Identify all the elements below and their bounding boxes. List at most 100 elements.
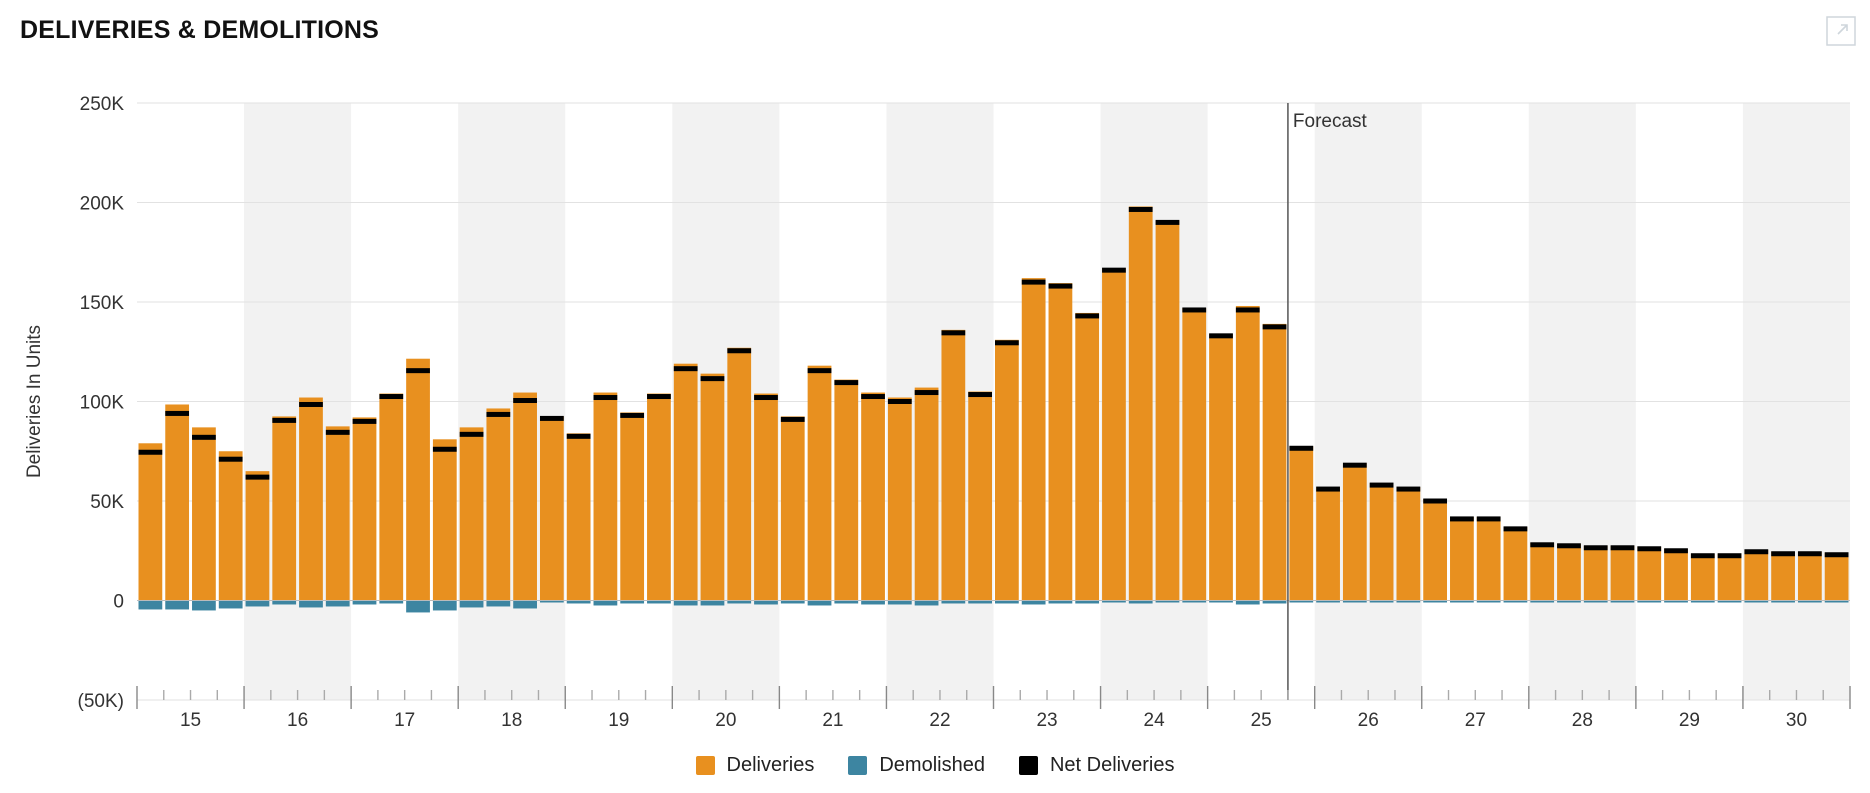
deliveries-bar: [1744, 549, 1769, 601]
demolished-bar: [1503, 600, 1528, 603]
demolished-bar: [1182, 600, 1207, 603]
deliveries-bar: [700, 373, 725, 601]
demolished-bar: [1717, 600, 1742, 603]
demolished-bar: [1797, 600, 1822, 603]
deliveries-bar: [566, 433, 591, 601]
net-deliveries-marker: [1289, 445, 1314, 451]
net-deliveries-marker: [1075, 313, 1100, 319]
deliveries-bar: [1235, 305, 1260, 601]
deliveries-bar: [1690, 553, 1715, 601]
deliveries-bar: [1048, 283, 1073, 601]
legend-item-deliveries[interactable]: Deliveries: [695, 754, 814, 777]
net-deliveries-marker: [1530, 542, 1555, 548]
x-tick-label: 19: [608, 710, 629, 731]
net-deliveries-marker: [1824, 552, 1849, 558]
net-deliveries-marker: [165, 410, 190, 416]
net-deliveries-marker: [1342, 462, 1367, 468]
deliveries-bar: [1316, 487, 1340, 601]
deliveries-bar: [941, 329, 966, 601]
net-deliveries-marker: [941, 330, 966, 336]
demolished-bar: [1530, 600, 1555, 603]
net-deliveries-marker: [1396, 486, 1421, 492]
net-deliveries-marker: [1637, 546, 1662, 552]
x-tick-label: 22: [929, 710, 950, 731]
demolished-bar: [727, 600, 752, 604]
demolished-bar: [1744, 600, 1769, 603]
net-deliveries-marker: [593, 395, 618, 401]
deliveries-bar: [754, 393, 778, 601]
demolished-bar: [593, 600, 618, 606]
demolished-bar: [1209, 600, 1233, 603]
x-tick-label: 23: [1036, 710, 1057, 731]
net-deliveries-marker: [620, 412, 645, 418]
demolished-bar: [1690, 600, 1715, 603]
x-tick-label: 20: [715, 710, 736, 731]
deliveries-bar: [861, 392, 885, 601]
forecast-label: Forecast: [1293, 111, 1368, 132]
x-tick-label: 26: [1358, 710, 1379, 731]
x-tick-label: 30: [1786, 710, 1807, 731]
deliveries-bar: [1797, 551, 1822, 601]
x-tick-label: 21: [822, 710, 843, 731]
chart-plot: (50K) 0 50K 100K 150K 200K 250K Deliveries In U…: [24, 94, 1851, 731]
legend-label-demolished: Demolished: [879, 754, 985, 776]
deliveries-bar: [780, 416, 805, 601]
demolished-bar: [647, 600, 671, 604]
deliveries-bar: [1342, 463, 1367, 601]
demolished-bar: [513, 600, 537, 609]
demolished-bar: [1369, 600, 1394, 603]
y-tick-label: 50K: [90, 492, 124, 513]
x-tick-label: 24: [1144, 710, 1166, 731]
net-deliveries-marker: [272, 417, 297, 423]
deliveries-bar: [1717, 553, 1742, 601]
deliveries-bar: [1182, 307, 1207, 601]
net-deliveries-marker: [566, 433, 591, 439]
demolished-bar: [1075, 600, 1100, 604]
demolished-bar: [486, 600, 511, 607]
x-tick-label: 28: [1572, 710, 1593, 731]
demolished-bar: [754, 600, 778, 605]
net-deliveries-marker: [1771, 551, 1795, 557]
deliveries-bar: [1262, 323, 1287, 601]
net-deliveries-marker: [647, 394, 671, 400]
net-deliveries-marker: [1797, 551, 1822, 557]
demolished-bar: [620, 600, 645, 604]
demolished-bar: [1396, 600, 1421, 603]
net-deliveries-marker: [1369, 482, 1394, 488]
deliveries-bar: [1824, 552, 1849, 601]
deliveries-bar: [1423, 499, 1448, 601]
legend-item-net-deliveries[interactable]: Net Deliveries: [1018, 754, 1175, 777]
y-tick-label: 150K: [80, 293, 125, 314]
deliveries-bar: [245, 471, 270, 601]
net-deliveries-marker: [486, 411, 511, 417]
expand-icon[interactable]: [1826, 16, 1856, 46]
deliveries-bar: [1209, 333, 1233, 601]
demolished-bar: [1155, 600, 1180, 603]
net-deliveries-marker: [780, 416, 805, 422]
deliveries-bar: [995, 339, 1019, 601]
net-deliveries-marker: [1155, 219, 1180, 225]
demolished-bar: [1262, 600, 1287, 604]
demolished-bar: [1557, 600, 1581, 603]
deliveries-bar: [1021, 278, 1046, 601]
deliveries-bar: [1102, 268, 1126, 601]
demolished-bar: [1102, 600, 1126, 603]
net-deliveries-marker: [1583, 545, 1608, 551]
legend-item-demolished[interactable]: Demolished: [848, 754, 985, 777]
deliveries-bar: [647, 393, 671, 601]
deliveries-bar: [593, 392, 618, 601]
demolished-bar: [1476, 600, 1501, 603]
net-deliveries-marker: [1021, 279, 1046, 285]
y-tick-label: (50K): [78, 691, 124, 712]
demolished-bar: [1771, 600, 1795, 603]
legend-label-net-deliveries: Net Deliveries: [1049, 754, 1175, 776]
deliveries-bar: [1155, 220, 1180, 601]
net-deliveries-marker: [379, 394, 404, 400]
deliveries-bar: [192, 427, 216, 601]
demolished-bar: [1235, 600, 1260, 605]
demolished-bar: [459, 600, 484, 608]
net-deliveries-marker: [299, 401, 323, 407]
legend-swatch-net-deliveries: [1018, 756, 1038, 775]
net-deliveries-marker: [1557, 543, 1581, 549]
y-tick-label: 100K: [80, 393, 125, 414]
